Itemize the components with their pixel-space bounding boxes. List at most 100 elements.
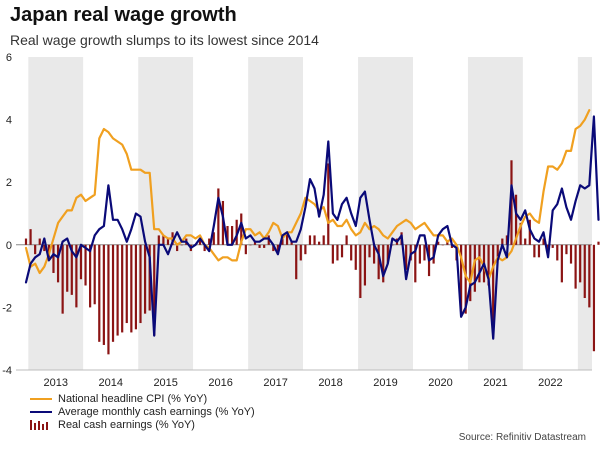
bar-real-earnings bbox=[345, 235, 348, 245]
bar-real-earnings bbox=[308, 235, 312, 245]
bar-real-earnings bbox=[143, 244, 147, 314]
y-tick-label: 4 bbox=[6, 115, 12, 127]
year-band-2019 bbox=[358, 57, 414, 370]
bar-real-earnings bbox=[537, 244, 541, 258]
bar-real-earnings bbox=[263, 244, 266, 248]
bar-real-earnings bbox=[111, 244, 115, 342]
bar-real-earnings bbox=[524, 238, 527, 245]
bar-real-earnings bbox=[93, 244, 96, 305]
bar-real-earnings bbox=[441, 244, 444, 246]
y-tick-label: -4 bbox=[2, 365, 12, 377]
bar-real-earnings bbox=[519, 222, 522, 245]
bar-real-earnings bbox=[391, 244, 394, 246]
bar-real-earnings bbox=[43, 244, 46, 252]
bar-real-earnings bbox=[98, 244, 101, 342]
bar-real-earnings bbox=[327, 163, 330, 245]
bar-real-earnings bbox=[372, 244, 376, 264]
bar-real-earnings bbox=[56, 244, 60, 283]
x-tick-label: 2016 bbox=[208, 377, 232, 389]
bar-real-earnings bbox=[139, 244, 142, 324]
bar-real-earnings bbox=[102, 244, 105, 345]
year-band-2012 bbox=[16, 57, 29, 370]
bar-real-earnings bbox=[176, 244, 179, 252]
legend-item-cpi: National headline CPI (% YoY) bbox=[30, 392, 255, 405]
bar-real-earnings bbox=[528, 219, 531, 245]
bar-real-earnings bbox=[579, 244, 582, 283]
bar-real-earnings bbox=[487, 244, 490, 286]
bar-real-earnings bbox=[588, 244, 591, 308]
legend-item-earnings: Average monthly cash earnings (% YoY) bbox=[30, 405, 255, 418]
source-note: Source: Refinitiv Datastream bbox=[458, 432, 586, 443]
bar-real-earnings bbox=[130, 244, 133, 333]
bar-real-earnings bbox=[29, 229, 32, 245]
bar-real-earnings bbox=[24, 238, 28, 245]
bar-real-earnings bbox=[350, 244, 353, 261]
y-tick-label: 0 bbox=[6, 240, 12, 252]
bar-real-earnings bbox=[450, 244, 454, 248]
bar-real-earnings bbox=[382, 244, 385, 283]
bar-real-earnings bbox=[331, 244, 334, 264]
bar-real-earnings bbox=[492, 244, 495, 327]
legend-swatch-real bbox=[30, 419, 52, 430]
bar-real-earnings bbox=[446, 241, 449, 245]
year-band-2013 bbox=[28, 57, 84, 370]
year-band-2014 bbox=[83, 57, 139, 370]
bar-real-earnings bbox=[107, 244, 110, 355]
line-cash-earnings bbox=[24, 115, 600, 340]
bar-real-earnings bbox=[89, 244, 92, 308]
bar-real-earnings bbox=[299, 244, 302, 261]
bar-real-earnings bbox=[66, 244, 69, 292]
legend-swatch-cpi bbox=[30, 397, 52, 400]
bar-real-earnings bbox=[464, 244, 467, 314]
x-tick-label: 2014 bbox=[98, 377, 122, 389]
bar-real-earnings bbox=[533, 244, 536, 258]
year-band-2015 bbox=[138, 57, 194, 370]
bar-real-earnings bbox=[340, 244, 344, 258]
bar-real-earnings bbox=[116, 244, 119, 336]
x-tick-label: 2013 bbox=[44, 377, 68, 389]
bar-real-earnings bbox=[253, 241, 257, 245]
bar-real-earnings bbox=[514, 194, 518, 245]
bar-real-earnings bbox=[295, 244, 298, 280]
year-band-tail bbox=[577, 57, 592, 370]
bar-real-earnings bbox=[212, 232, 215, 245]
bar-real-earnings bbox=[363, 244, 367, 286]
bar-real-earnings bbox=[285, 232, 289, 245]
bar-real-earnings bbox=[560, 244, 563, 283]
year-band-2017 bbox=[248, 57, 304, 370]
bar-real-earnings bbox=[501, 238, 504, 245]
bar-real-earnings bbox=[79, 244, 83, 280]
y-tick-label: 6 bbox=[6, 52, 12, 64]
legend-label-cpi: National headline CPI (% YoY) bbox=[58, 392, 208, 405]
bar-real-earnings bbox=[231, 226, 234, 245]
bar-real-earnings bbox=[377, 244, 380, 280]
bar-real-earnings bbox=[551, 244, 554, 248]
bar-real-earnings bbox=[414, 244, 417, 283]
legend-label-real: Real cash earnings (% YoY) bbox=[58, 418, 195, 431]
year-band-2018 bbox=[303, 57, 359, 370]
year-band-2016 bbox=[193, 57, 249, 370]
bar-real-earnings bbox=[180, 244, 183, 246]
legend-swatch-earnings bbox=[30, 410, 52, 413]
bar-real-earnings bbox=[125, 244, 128, 324]
bar-real-earnings bbox=[354, 244, 357, 270]
bar-real-earnings bbox=[153, 244, 156, 336]
bar-real-earnings bbox=[597, 241, 600, 245]
bar-real-earnings bbox=[359, 244, 362, 299]
bar-real-earnings bbox=[84, 244, 87, 286]
year-band-2021 bbox=[467, 57, 523, 370]
bar-real-earnings bbox=[409, 244, 412, 261]
bar-real-earnings bbox=[148, 244, 151, 311]
x-tick-label: 2021 bbox=[483, 377, 507, 389]
x-tick-label: 2018 bbox=[318, 377, 342, 389]
bar-real-earnings bbox=[322, 235, 325, 245]
bar-real-earnings bbox=[583, 244, 586, 299]
bar-real-earnings bbox=[556, 244, 559, 261]
x-tick-label: 2020 bbox=[428, 377, 452, 389]
bar-real-earnings bbox=[121, 244, 124, 333]
chart-title: Japan real wage growth bbox=[10, 4, 237, 26]
bar-real-earnings bbox=[565, 244, 568, 255]
bar-real-earnings bbox=[304, 244, 307, 255]
bar-real-earnings bbox=[592, 244, 596, 352]
